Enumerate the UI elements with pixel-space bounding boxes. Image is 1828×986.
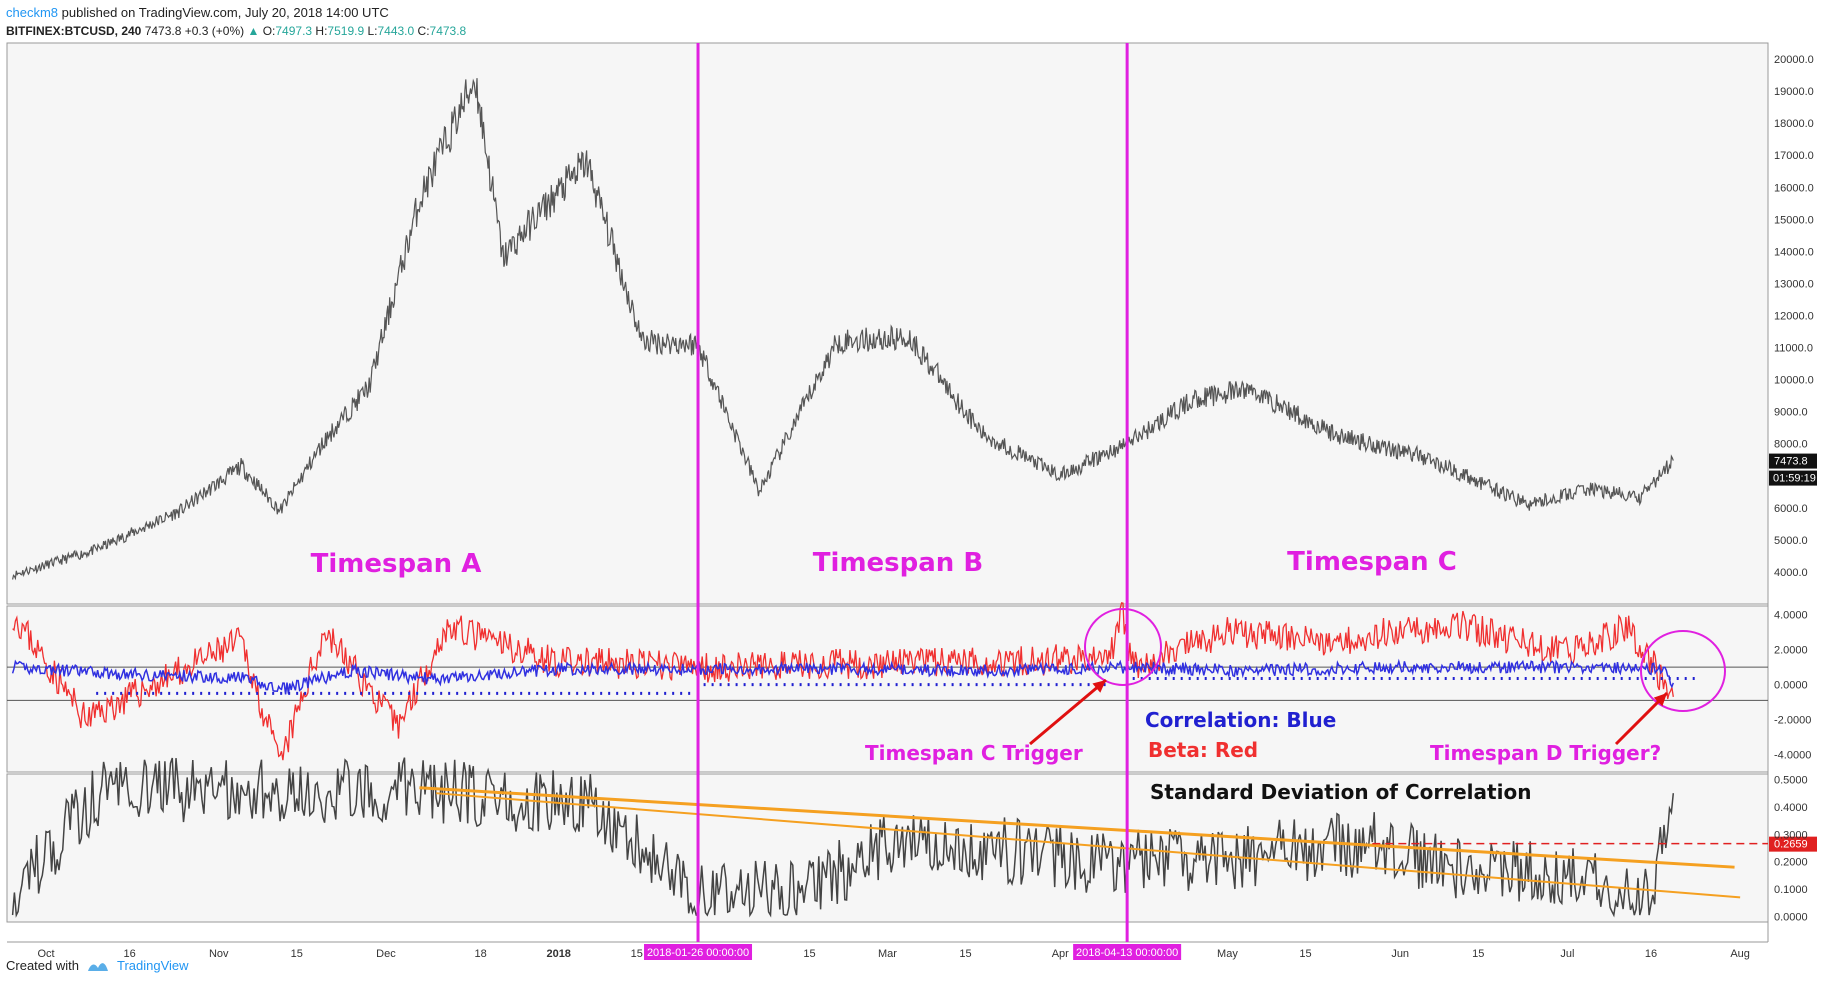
timespan-b-label: Timespan B [813,548,983,578]
corr-tick-label: -2.0000 [1774,715,1811,727]
trigger-c-arrow [1029,678,1107,746]
trigger-d-circle [1640,630,1726,712]
corr-tick-label: 0.0000 [1774,680,1808,692]
price-tick-label: 15000.0 [1774,214,1814,226]
time-tick-label: 16 [123,948,135,960]
change-value: +0.3 (+0%) [184,24,245,38]
time-tick-label: Dec [376,948,396,960]
trigger-c-arrow-head [1092,680,1106,693]
low-label: L: [367,24,378,38]
up-arrow-icon: ▲ [247,24,260,38]
price-tick-label: 19000.0 [1774,86,1814,98]
time-tick-label: Apr [1052,948,1069,960]
close-value: 7473.8 [429,24,467,38]
correlation-legend-label: Correlation: Blue [1145,708,1336,732]
price-tick-label: 10000.0 [1774,375,1814,387]
published-text: published on TradingView.com, July 20, 2… [58,5,389,20]
price-pane [6,42,1769,605]
timespan-c-label: Timespan C [1287,547,1457,577]
time-tick-label: Aug [1730,948,1750,960]
marker-date-label: 2018-04-13 00:00:00 [1076,947,1178,959]
beta-legend-label: Beta: Red [1148,738,1258,762]
tradingview-link[interactable]: TradingView [116,958,189,973]
time-tick-label: Jun [1391,948,1409,960]
price-tick-label: 16000.0 [1774,182,1814,194]
publish-line: checkm8 published on TradingView.com, Ju… [6,4,466,22]
symbol-label[interactable]: BITFINEX:BTCUSD, 240 [6,24,142,38]
time-tick-label: Oct [37,948,54,960]
price-tick-label: 6000.0 [1774,503,1808,515]
price-tick-label: 17000.0 [1774,150,1814,162]
stddev-tick-label: 0.5000 [1774,774,1808,786]
created-with-text: Created with [6,958,79,973]
marker-date-box [1073,944,1182,960]
time-tick-label: 18 [475,948,487,960]
last-price-label: 7473.8 [1774,456,1808,468]
time-tick-label: 15 [1472,948,1484,960]
trigger-c-circle [1084,608,1162,686]
marker-date-box [644,944,753,960]
price-tick-label: 13000.0 [1774,278,1814,290]
high-label: H: [315,24,328,38]
time-tick-label: Jul [1560,948,1574,960]
corr-tick-label: 4.0000 [1774,610,1808,622]
price-tick-label: 18000.0 [1774,118,1814,130]
timespan-c-trigger-label: Timespan C Trigger [865,741,1083,765]
stddev-tick-label: 0.3000 [1774,829,1808,841]
price-tick-label: 14000.0 [1774,246,1814,258]
time-tick-label: 15 [291,948,303,960]
trend-line [419,786,1735,869]
chart-header: checkm8 published on TradingView.com, Ju… [6,4,466,40]
stddev-tick-label: 0.4000 [1774,802,1808,814]
correlation-series-line [11,658,1675,695]
time-tick-label: 15 [803,948,815,960]
time-tick-label: Mar [878,948,897,960]
price-tick-label: 20000.0 [1774,54,1814,66]
author-link[interactable]: checkm8 [6,5,59,20]
countdown-label: 01:59:19 [1773,473,1816,485]
tradingview-logo-icon [87,962,108,971]
stddev-tick-label: 0.0000 [1774,912,1808,924]
timespan-d-trigger-label: Timespan D Trigger? [1430,741,1661,765]
open-label: O: [262,24,276,38]
low-value: 7443.0 [377,24,415,38]
last-price-box [1769,453,1817,469]
time-tick-label: May [1217,948,1238,960]
open-value: 7497.3 [275,24,313,38]
price-tick-label: 9000.0 [1774,407,1808,419]
price-tick-label: 11000.0 [1774,343,1813,355]
close-label: C: [417,24,430,38]
level-label: 0.2659 [1774,839,1808,851]
price-tick-label: 8000.0 [1774,439,1808,451]
beta-series-line [12,602,1674,761]
time-tick-label: Nov [209,948,229,960]
corr-tick-label: -4.0000 [1774,750,1811,762]
ohlc-line: BITFINEX:BTCUSD, 240 7473.8 +0.3 (+0%) ▲… [6,22,466,40]
time-tick-label: 15 [631,948,643,960]
stddev-tick-label: 0.1000 [1774,884,1808,896]
time-tick-label: 2018 [546,948,570,960]
level-box [1769,836,1817,852]
price-tick-label: 12000.0 [1774,310,1814,322]
price-tick-label: 5000.0 [1774,535,1808,547]
countdown-box [1769,470,1817,486]
price-series-line [12,78,1674,581]
footer: Created with TradingView [6,958,189,973]
high-value: 7519.9 [327,24,365,38]
stddev-pane [6,773,1769,923]
corr-tick-label: 2.0000 [1774,645,1808,657]
marker-date-label: 2018-01-26 00:00:00 [647,947,749,959]
trend-line [436,792,1741,899]
price-tick-label: 4000.0 [1774,567,1808,579]
stddev-series-line [11,757,1675,918]
timespan-a-label: Timespan A [311,549,482,579]
time-tick-label: 16 [1645,948,1657,960]
time-tick-label: 15 [1299,948,1311,960]
stddev-title: Standard Deviation of Correlation [1150,780,1531,804]
trigger-d-arrow-head [1653,693,1667,707]
time-tick-label: 15 [959,948,971,960]
last-price: 7473.8 [144,24,182,38]
stddev-tick-label: 0.2000 [1774,857,1808,869]
